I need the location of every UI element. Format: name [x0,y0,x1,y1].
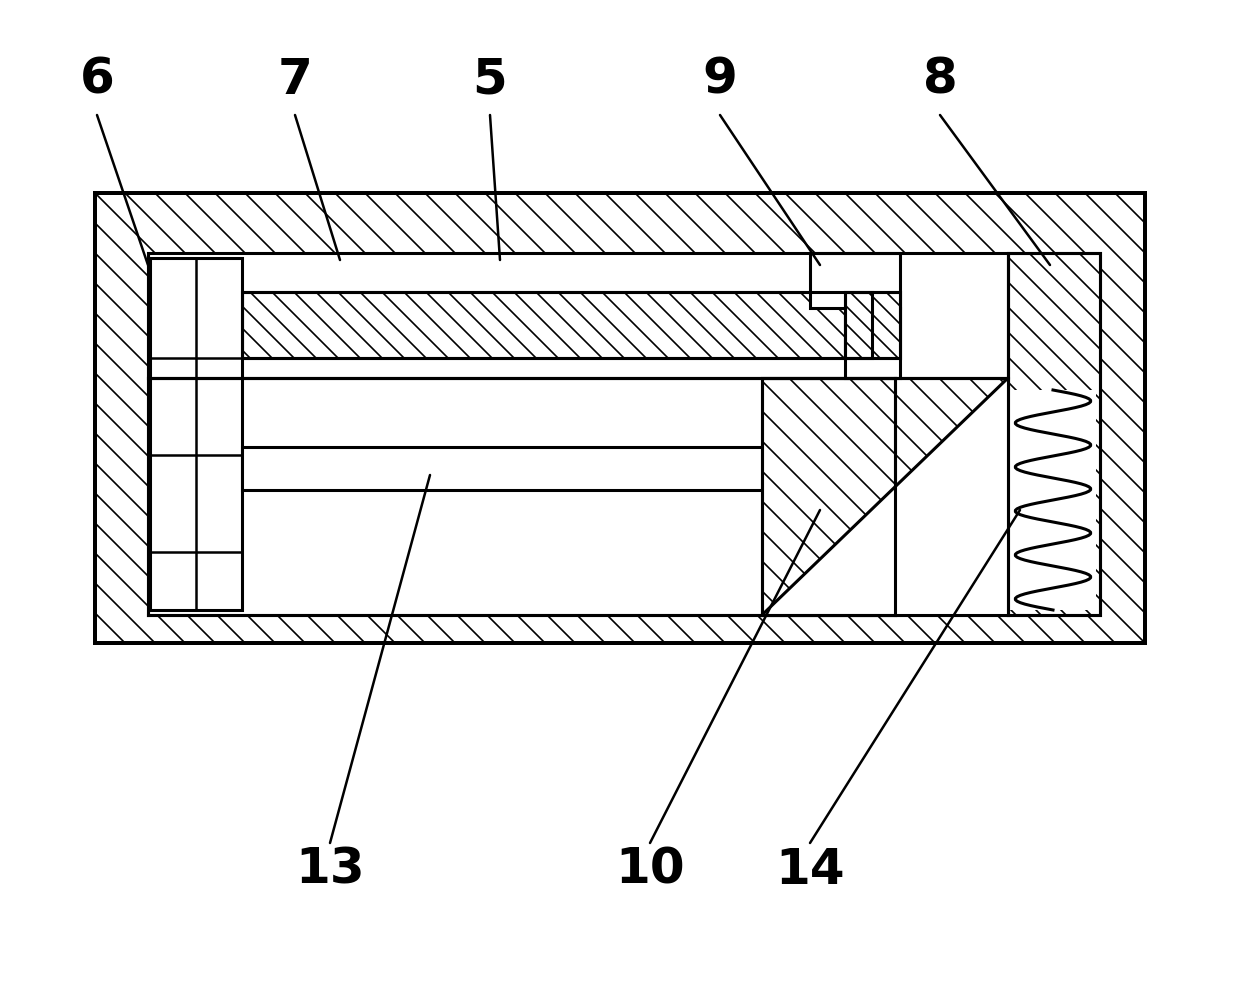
Bar [242,292,872,358]
Text: 7: 7 [278,56,312,104]
Bar [844,308,900,378]
Bar [763,378,1008,615]
Text: 5: 5 [472,56,507,104]
Bar [150,258,242,610]
Bar [1011,390,1096,610]
Text: 14: 14 [775,846,844,894]
Text: 10: 10 [615,846,684,894]
Bar [844,292,900,358]
Bar [95,193,1145,643]
Bar [242,292,872,358]
Bar [148,253,1008,378]
Bar [242,447,785,490]
Bar [148,253,1008,378]
Bar [1008,253,1100,615]
Bar [763,378,1008,615]
Bar [810,253,900,308]
Text: 6: 6 [79,56,114,104]
Text: 9: 9 [703,56,738,104]
Polygon shape [763,378,1008,615]
Bar [95,193,1145,643]
Bar [1008,253,1100,615]
Text: 13: 13 [295,846,365,894]
Text: 8: 8 [923,56,957,104]
Bar [844,292,900,358]
Bar [148,378,895,615]
Bar [148,378,895,615]
